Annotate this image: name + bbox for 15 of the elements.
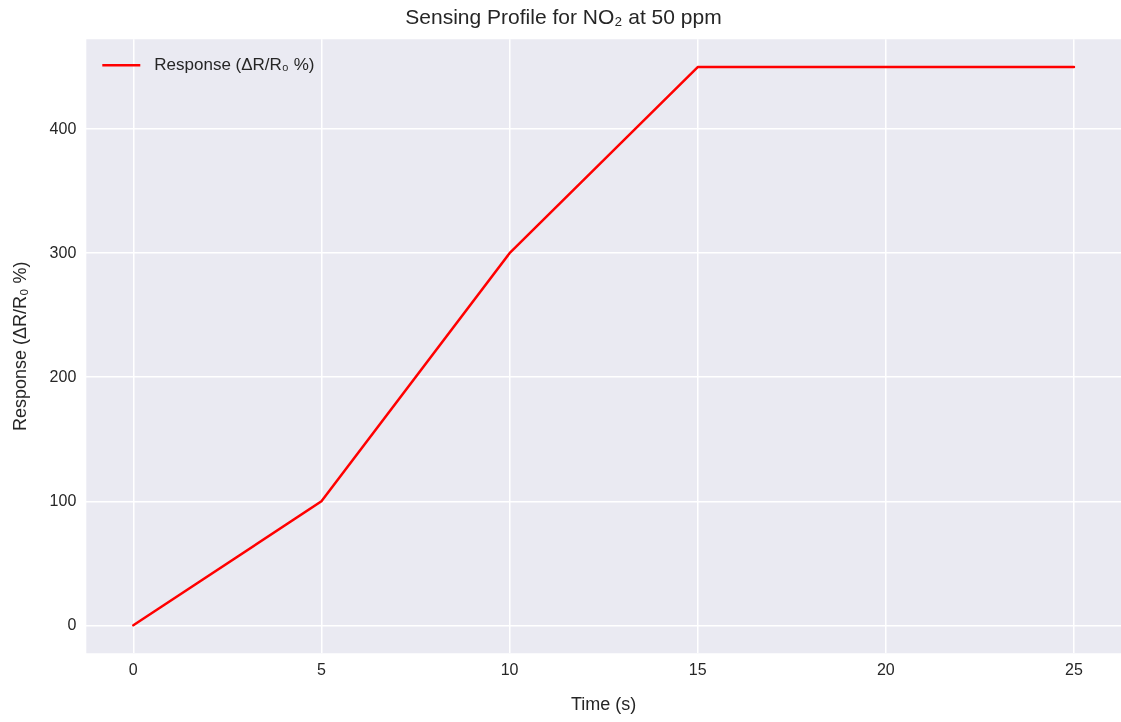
y-tick-label: 300 bbox=[49, 243, 77, 261]
chart-title: Sensing Profile for NO₂ at 50 ppm bbox=[405, 5, 722, 29]
x-tick-label: 5 bbox=[317, 661, 326, 679]
y-axis-title: Response (ΔR/R₀ %) bbox=[9, 261, 30, 431]
x-tick-label: 20 bbox=[876, 661, 895, 679]
y-tick-label: 100 bbox=[49, 491, 77, 509]
y-tick-label: 0 bbox=[67, 615, 77, 633]
x-tick-label: 25 bbox=[1065, 661, 1083, 679]
x-tick-label: 10 bbox=[500, 661, 519, 679]
legend-label: Response (ΔR/R₀ %) bbox=[154, 54, 315, 74]
x-axis-title: Time (s) bbox=[570, 694, 637, 715]
x-tick-label: 15 bbox=[688, 661, 707, 679]
x-tick-label: 0 bbox=[128, 661, 138, 679]
y-tick-label: 200 bbox=[49, 367, 77, 385]
y-tick-label: 400 bbox=[49, 119, 77, 137]
